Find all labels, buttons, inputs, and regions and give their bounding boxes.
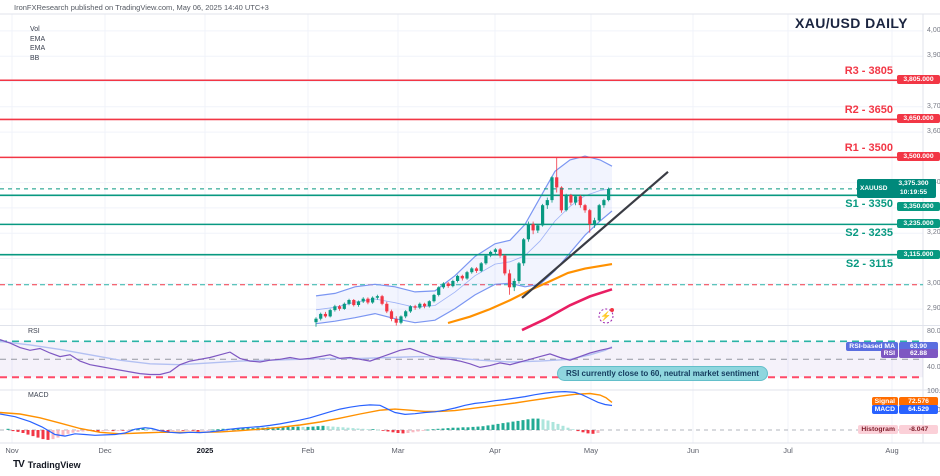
bollinger-band: [315, 155, 613, 325]
histogram-badge: Histogram -8.047: [858, 425, 938, 434]
legend-item-ema[interactable]: EMA: [30, 35, 46, 43]
price-tick-4000: 4,000.000: [927, 27, 940, 34]
price-tick-3200: 3,200.000: [927, 229, 940, 236]
signal-badge-value: 72.576: [899, 397, 938, 406]
indicator-legend: Vol EMA EMA BB: [30, 25, 45, 63]
time-tick-2025: 2025: [196, 446, 214, 455]
time-tick-aug: Aug: [885, 446, 899, 455]
symbol-badge-price: 3,375.300 10:19:55: [898, 180, 929, 196]
level-label-S1-3350[interactable]: S1 - 3350: [845, 198, 893, 210]
price-badge-3650: 3,650.000: [897, 114, 940, 123]
price-badge-3350: 3,350.000: [897, 202, 940, 211]
notification-dot: [610, 308, 614, 312]
price-badge-3115: 3,115.000: [897, 250, 940, 259]
macd-badge-label: MACD: [871, 405, 898, 414]
time-tick-feb: Feb: [301, 446, 315, 455]
symbol-price-badge[interactable]: XAUUSD 3,375.300 10:19:55: [857, 179, 937, 198]
time-tick-may: May: [583, 446, 599, 455]
publish-credit: IronFXResearch published on TradingView.…: [14, 3, 269, 12]
time-tick-mar: Mar: [391, 446, 405, 455]
trendline-pink[interactable]: [521, 288, 613, 332]
lightning-marker[interactable]: ⚡: [598, 308, 614, 324]
level-lines: [0, 79, 923, 256]
level-label-R3-3805[interactable]: R3 - 3805: [844, 65, 893, 77]
rsi-ma-line: [0, 340, 613, 366]
lightning-icon: ⚡: [600, 310, 611, 322]
price-tick-3600: 3,600.000: [927, 128, 940, 135]
macd-badge: MACD 64.529: [871, 405, 938, 414]
rsi-annotation-note[interactable]: RSI currently close to 60, neutral marke…: [557, 366, 768, 381]
tradingview-logo-text: TradingView: [27, 459, 81, 470]
rsi-tick-40: 40.00: [927, 364, 940, 371]
macd-badge-value: 64.529: [899, 405, 938, 414]
price-tick-2900: 2,900.000: [927, 305, 940, 312]
time-tick-jun: Jun: [686, 446, 700, 455]
symbol-badge-label: XAUUSD: [860, 185, 888, 192]
level-label-S2-3115[interactable]: S2 - 3115: [845, 258, 893, 270]
time-tick-apr: Apr: [489, 446, 501, 455]
signal-badge-label: Signal: [871, 397, 898, 406]
legend-item-ema-2[interactable]: EMA: [30, 45, 46, 52]
bb-lower-line: [315, 210, 613, 325]
rsi-tick-80: 80.00: [927, 328, 940, 335]
time-tick-jul: Jul: [783, 446, 793, 455]
price-tick-3900: 3,900.000: [927, 52, 940, 59]
macd-signal-line: [0, 392, 613, 435]
trendline-black[interactable]: [521, 170, 669, 299]
time-tick-dec: Dec: [98, 446, 112, 455]
macd-tick-100: 100.000: [927, 388, 940, 395]
rsi-ma-badge-label: RSI-based MA: [846, 342, 898, 351]
legend-item-vol[interactable]: Vol: [30, 26, 40, 33]
histogram-badge-label: Histogram: [858, 425, 898, 434]
price-badge-3235: 3,235.000: [897, 219, 940, 228]
pane-separators: [0, 13, 940, 444]
signal-badge: Signal 72.576: [871, 397, 938, 406]
level-label-R1-3500[interactable]: R1 - 3500: [844, 142, 893, 154]
level-label-S2-3235[interactable]: S2 - 3235: [845, 227, 893, 239]
rsi-ma-badge-value: 63.90: [899, 342, 938, 351]
ema-line-orange: [447, 263, 613, 325]
macd-line: [0, 390, 613, 437]
rsi-line: [0, 339, 613, 376]
macd-pane-label: MACD: [28, 392, 49, 399]
tradingview-logo[interactable]: TV TradingView: [13, 459, 81, 470]
time-tick-nov: Nov: [5, 446, 19, 455]
price-tick-3700: 3,700.000: [927, 103, 940, 110]
price-badge-3500: 3,500.000: [897, 152, 940, 161]
bb-upper-line: [315, 155, 613, 297]
rsi-badge: RSI 62.88: [880, 349, 938, 358]
candlestick-series: [314, 157, 611, 327]
price-badge-3805: 3,805.000: [897, 75, 940, 84]
legend-item-bb[interactable]: BB: [30, 54, 40, 62]
rsi-zone: [0, 340, 923, 379]
level-label-R2-3650[interactable]: R2 - 3650: [844, 104, 893, 116]
macd-histogram: [6, 418, 600, 440]
tradingview-logo-icon: TV: [13, 459, 25, 470]
histogram-badge-value: -8.047: [899, 425, 938, 434]
gridlines: [0, 14, 923, 443]
rsi-ma-badge: RSI-based MA 63.90: [846, 342, 938, 351]
rsi-badge-value: 62.88: [899, 349, 938, 358]
price-tick-3000: 3,000.000: [927, 280, 940, 287]
chart-title: XAU/USD DAILY: [795, 15, 908, 31]
rsi-badge-label: RSI: [880, 349, 898, 358]
rsi-pane-label: RSI: [28, 328, 40, 335]
